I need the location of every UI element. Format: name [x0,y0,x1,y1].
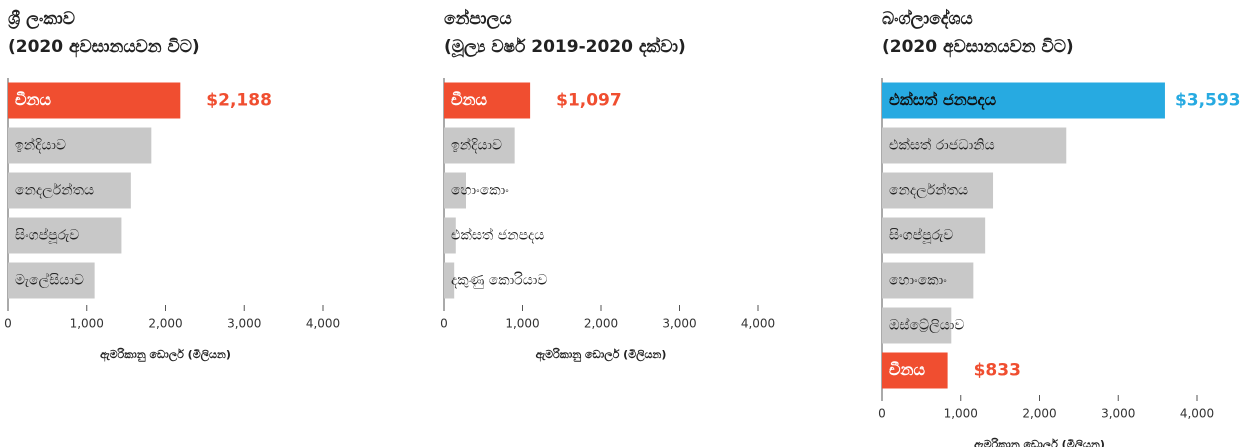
x-axis-label: ඇමරිකානු ඩොලර් (මිලියන) [536,347,667,363]
value-label: $1,097 [556,91,622,111]
bar-label: චීනය [889,360,925,379]
bar-label: සිංගප්පූරුව [889,227,953,244]
bar-label: දකුණු කොරියාව [451,273,547,289]
bar-label: හොංකොං [889,273,947,289]
bar [8,172,131,209]
chart-title: (මූල්‍ය වර්ෂ 2019-2020 දක්වා) [444,36,686,58]
bar-label: චීනය [15,90,51,109]
bar-label: නෙදර්ලන්තය [889,182,968,198]
x-tick-label: 0 [4,317,12,331]
bar [882,82,1165,119]
x-tick-label: 3,000 [662,317,696,331]
bar [882,352,948,389]
chart-title: ශ්‍රී ලංකාව [8,9,75,30]
bar-label: එක්සත් ජනපදය [451,227,544,243]
x-axis-label: ඇමරිකානු ඩොලර් (මිලියන) [974,437,1105,447]
chart-title: (2020 අවසානයවන විට) [882,37,1074,58]
bar [882,307,952,344]
x-tick-label: 2,000 [148,317,182,331]
x-tick-label: 3,000 [1101,407,1135,421]
bar-label: නෙදර්ලන්තය [15,182,94,198]
bar [8,217,122,254]
x-tick-label: 0 [878,407,886,421]
bar-label: ඉන්දියාව [15,137,66,153]
bar-label: චීනය [451,90,487,109]
value-label: $833 [974,361,1021,381]
x-tick-label: 2,000 [1022,407,1056,421]
bar [444,127,515,164]
chart-title: (2020 අවසානයවන විට) [8,37,200,58]
bar-label: මැලේසියාව [15,272,84,288]
bar [882,262,974,299]
chart-title: නේපාලය [444,8,512,30]
chart-title: බංග්ලාදේශය [882,8,973,30]
bar-label: ඉන්දියාව [451,137,502,153]
bar-label: එක්සත් රාජධානිය [889,137,995,153]
bar-label: හොංකොං [451,183,509,199]
x-tick-label: 2,000 [584,317,618,331]
bar-label: සිංගප්පූරුව [15,227,79,244]
x-tick-label: 1,000 [505,317,539,331]
bar [444,217,456,254]
bar [8,82,181,119]
bar [882,172,994,209]
bar [8,127,152,164]
x-tick-label: 1,000 [944,407,978,421]
bar-label: එක්සත් ජනපදය [889,90,997,110]
x-tick-label: 4,000 [306,317,340,331]
value-label: $2,188 [206,91,272,111]
x-tick-label: 1,000 [70,317,104,331]
x-tick-label: 4,000 [1180,407,1214,421]
bar-label: ඔස්ට්‍රේලියාව [889,317,964,333]
bar [882,217,986,254]
bar [444,172,466,209]
x-axis-label: ඇමරිකානු ඩොලර් (මිලියන) [100,347,231,363]
bar [444,262,455,299]
bar [8,262,95,299]
value-label: $3,593 [1175,91,1241,111]
bar [444,82,531,119]
bar [882,127,1067,164]
x-tick-label: 0 [440,317,448,331]
x-tick-label: 3,000 [227,317,261,331]
x-tick-label: 4,000 [741,317,775,331]
